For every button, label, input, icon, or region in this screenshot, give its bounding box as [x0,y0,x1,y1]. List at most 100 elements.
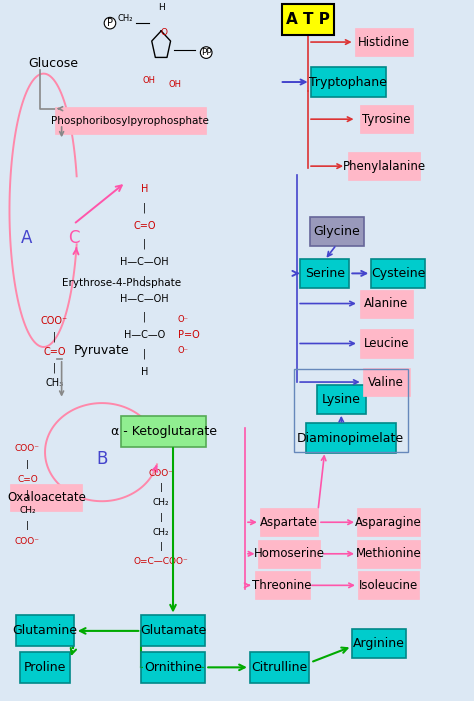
Text: P: P [107,18,113,28]
Text: Valine: Valine [368,376,404,388]
Text: Proline: Proline [24,661,66,674]
Text: Glucose: Glucose [28,57,78,69]
Text: Erythrose-4-Phosphate: Erythrose-4-Phosphate [62,278,181,287]
Text: |: | [143,275,146,285]
FancyBboxPatch shape [20,652,70,683]
Text: Glutamine: Glutamine [12,625,78,637]
Text: CH₃: CH₃ [46,378,64,388]
Text: |: | [160,513,163,522]
FancyBboxPatch shape [55,107,206,134]
Text: Oxaloacetate: Oxaloacetate [7,491,86,504]
Text: |: | [143,203,146,212]
Text: COO⁻: COO⁻ [15,444,40,453]
Text: A: A [20,229,32,247]
Text: Phenylalanine: Phenylalanine [342,160,426,172]
Text: Glycine: Glycine [313,225,360,238]
Text: Diaminopimelate: Diaminopimelate [297,432,404,444]
Text: Isoleucine: Isoleucine [359,579,418,592]
Text: |: | [26,522,29,530]
FancyBboxPatch shape [348,152,420,180]
Text: H—C—OH: H—C—OH [120,294,169,304]
FancyBboxPatch shape [317,385,366,414]
FancyBboxPatch shape [141,615,205,646]
Text: |: | [53,362,56,372]
Text: |: | [53,332,56,341]
Text: P=O: P=O [178,330,200,340]
Text: Arginine: Arginine [353,637,405,650]
Text: B: B [96,450,108,468]
FancyBboxPatch shape [358,571,419,599]
Text: Lysine: Lysine [322,393,361,406]
FancyBboxPatch shape [255,571,310,599]
Text: C: C [68,229,79,247]
Text: |: | [143,348,146,358]
FancyBboxPatch shape [357,508,420,536]
Text: O: O [160,29,167,37]
FancyBboxPatch shape [141,652,205,683]
Text: Ornithine: Ornithine [144,661,202,674]
Text: Phosphoribosylpyrophosphate: Phosphoribosylpyrophosphate [51,116,210,125]
FancyBboxPatch shape [355,28,413,56]
Bar [294,369,408,452]
Text: Homoserine: Homoserine [254,547,325,560]
FancyBboxPatch shape [16,615,74,646]
Text: H: H [141,367,148,376]
FancyBboxPatch shape [360,105,413,133]
Text: Aspartate: Aspartate [260,516,318,529]
FancyBboxPatch shape [360,290,413,318]
Text: C=O: C=O [133,221,156,231]
Text: |: | [26,460,29,468]
Text: |: | [143,312,146,322]
Text: C=O: C=O [17,475,38,484]
FancyBboxPatch shape [10,484,82,511]
FancyBboxPatch shape [258,540,320,568]
Text: Glutamate: Glutamate [140,625,206,637]
Text: Pyruvate: Pyruvate [73,344,129,357]
Text: Histidine: Histidine [358,36,410,48]
Text: Alanine: Alanine [364,297,409,310]
Text: OH: OH [169,80,182,88]
FancyBboxPatch shape [282,4,334,35]
FancyBboxPatch shape [250,652,309,683]
Text: COO⁻: COO⁻ [15,537,40,545]
Text: CH₂: CH₂ [19,506,36,515]
Text: C=O: C=O [43,347,66,357]
FancyBboxPatch shape [306,423,395,453]
Text: α - Ketoglutarate: α - Ketoglutarate [110,425,217,437]
Text: Asparagine: Asparagine [356,516,422,529]
Text: Methionine: Methionine [356,547,421,560]
FancyBboxPatch shape [371,259,425,288]
FancyBboxPatch shape [311,67,386,97]
Text: Threonine: Threonine [252,579,312,592]
Text: Tryptophane: Tryptophane [310,76,387,88]
Text: Serine: Serine [305,267,345,280]
Text: Cysteine: Cysteine [371,267,425,280]
Text: CH₂: CH₂ [153,498,170,507]
Text: Tyrosine: Tyrosine [362,113,410,125]
Text: CH₂: CH₂ [153,528,170,536]
Text: |: | [160,543,163,551]
Text: O⁻: O⁻ [178,346,189,355]
Text: A T P: A T P [286,12,330,27]
FancyBboxPatch shape [260,508,318,536]
FancyBboxPatch shape [360,329,413,358]
Text: COO⁻: COO⁻ [41,316,68,326]
Text: H: H [158,3,164,11]
Text: H: H [141,184,148,194]
Text: O=C—COO⁻: O=C—COO⁻ [134,557,189,566]
Text: O⁻: O⁻ [178,315,189,324]
FancyBboxPatch shape [352,629,406,658]
FancyBboxPatch shape [357,540,420,568]
Text: Leucine: Leucine [364,337,409,350]
Text: |: | [143,239,146,249]
Text: H—C—OH: H—C—OH [120,257,169,267]
Text: |: | [26,491,29,499]
Text: CH₂: CH₂ [118,15,133,23]
FancyBboxPatch shape [363,368,410,396]
Text: COO⁻: COO⁻ [149,469,173,477]
FancyBboxPatch shape [121,416,206,447]
Text: H—C—O: H—C—O [124,330,165,340]
FancyBboxPatch shape [300,259,349,288]
Text: PP: PP [201,48,211,57]
Text: Citrulline: Citrulline [252,661,308,674]
